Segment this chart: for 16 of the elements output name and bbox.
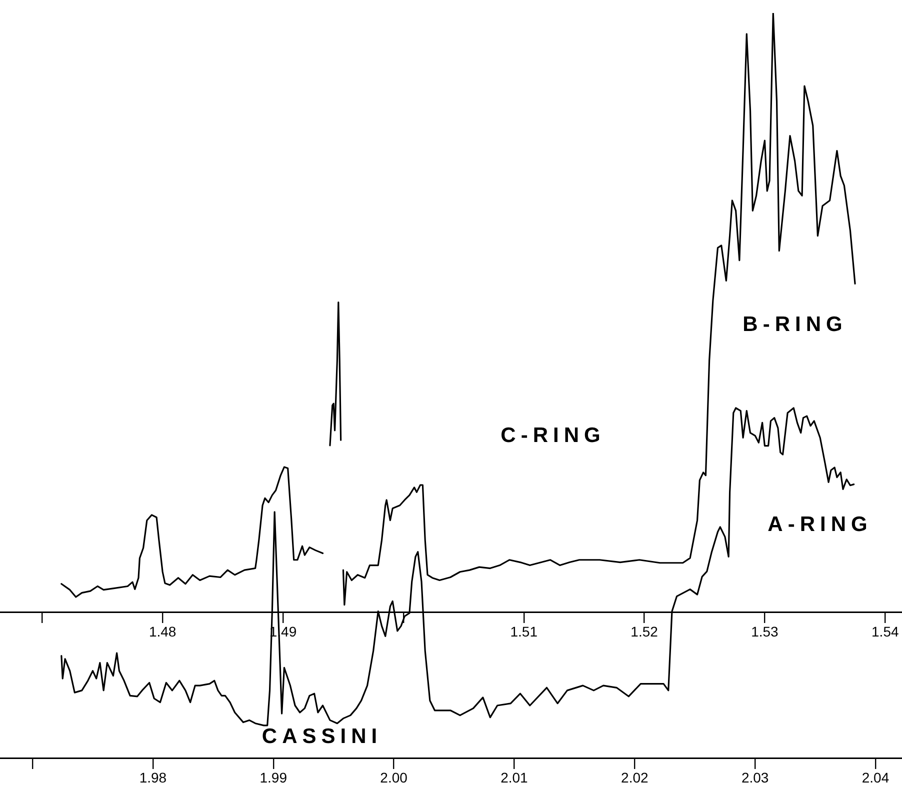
- x-tick-label: 2.00: [380, 769, 408, 786]
- x-tick-label: 1.54: [872, 623, 899, 640]
- x-tick-label: 2.02: [621, 769, 648, 786]
- x-tick-label: 1.98: [139, 769, 167, 786]
- x-tick-label: 1.48: [148, 623, 176, 640]
- annotation: A-RING: [768, 512, 872, 536]
- annotation: C-RING: [500, 424, 606, 447]
- annotation: CASSINI: [262, 724, 382, 748]
- x-tick-label: 1.53: [751, 623, 779, 640]
- x-tick-label: 2.04: [862, 769, 890, 786]
- x-tick-label: 1.99: [260, 769, 288, 786]
- x-tick-label: 2.01: [500, 769, 528, 786]
- x-tick-label: 1.51: [510, 623, 538, 640]
- x-tick-label: 1.52: [630, 623, 658, 640]
- annotation: B-RING: [742, 312, 848, 336]
- x-tick-label: 2.03: [741, 769, 769, 786]
